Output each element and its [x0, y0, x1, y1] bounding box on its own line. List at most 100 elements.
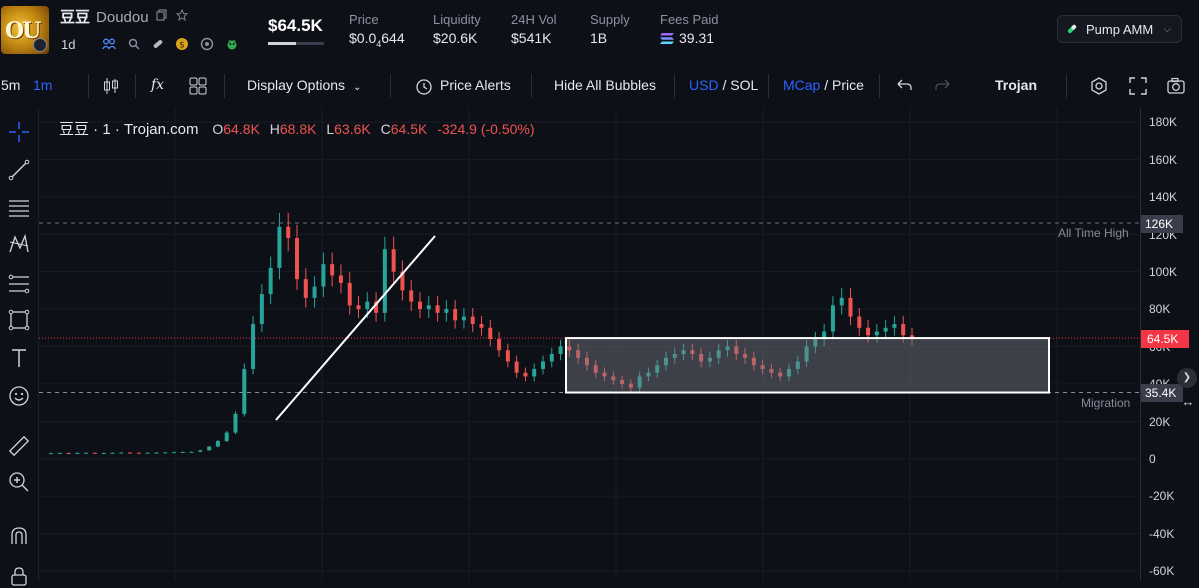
candle-body — [541, 361, 545, 369]
camera-icon[interactable] — [1166, 76, 1186, 96]
divider — [674, 74, 675, 98]
candle-body — [66, 452, 71, 454]
legend-close-label: C — [380, 121, 391, 137]
candle-body — [910, 335, 914, 339]
ruler-icon[interactable] — [7, 434, 31, 458]
coin-icon[interactable]: $ — [175, 37, 189, 51]
chevron-down-icon: ⌵ — [1163, 24, 1171, 35]
candle-body — [514, 361, 519, 373]
candle-body — [637, 376, 642, 388]
candle-body — [901, 324, 906, 336]
search-icon[interactable] — [128, 38, 140, 50]
candle-body — [303, 279, 308, 298]
avatar-badge-icon — [33, 38, 47, 52]
stat-label: 24H Vol — [511, 12, 557, 27]
emoji-icon[interactable] — [7, 384, 31, 408]
candle-body — [444, 309, 449, 313]
horizontal-lines-icon[interactable] — [7, 196, 31, 220]
candle-body — [92, 452, 97, 454]
candle-body — [338, 275, 343, 283]
axis-tick: 80K — [1149, 302, 1171, 316]
alarm-clock-icon[interactable] — [414, 76, 434, 96]
crosshair-icon[interactable] — [7, 120, 31, 144]
candle-body — [259, 294, 264, 325]
pill-icon[interactable] — [152, 38, 164, 50]
rectangle-tool-icon[interactable] — [7, 308, 31, 332]
pattern-icon[interactable] — [7, 232, 31, 256]
candle-body — [743, 353, 748, 358]
axis-resize-icon[interactable]: ↔ — [1181, 394, 1195, 409]
scroll-right-icon[interactable]: ❯ — [1177, 368, 1197, 388]
candle-body — [110, 452, 115, 454]
trojan-button[interactable]: Trojan — [995, 77, 1038, 93]
axis-tick: -20K — [1149, 489, 1175, 503]
candle-body — [488, 327, 493, 340]
candle-body — [224, 432, 229, 441]
bug-icon[interactable] — [225, 37, 239, 51]
candle-body — [655, 365, 660, 373]
magnet-icon[interactable] — [7, 524, 31, 548]
settings-icon[interactable] — [1089, 76, 1109, 96]
fullscreen-icon[interactable] — [1128, 76, 1148, 96]
undo-icon[interactable] — [894, 76, 914, 96]
candle-body — [822, 331, 827, 340]
indicators-button[interactable]: fx — [151, 77, 165, 93]
divider — [88, 74, 89, 98]
candle-body — [716, 350, 721, 358]
chart-toolbar: 5m 1m fx Display Options ⌄ Price Alerts … — [0, 64, 1199, 109]
layout-grid-icon[interactable] — [188, 76, 208, 96]
price-chart[interactable] — [39, 108, 1140, 581]
mcap-price-toggle[interactable]: MCap / Price — [783, 77, 864, 93]
token-avatar[interactable]: OU — [1, 6, 49, 54]
divider — [879, 74, 880, 98]
legend-high: 68.8K — [279, 121, 317, 137]
legend-low-label: L — [326, 121, 335, 137]
interval-5m[interactable]: 5m — [1, 77, 21, 93]
pump-icon — [1067, 24, 1077, 34]
candle-body — [330, 264, 335, 276]
interval-1m[interactable]: 1m — [33, 77, 53, 93]
price-alerts-button[interactable]: Price Alerts — [440, 77, 511, 93]
candle-body — [207, 446, 212, 451]
candle-body — [84, 452, 89, 454]
legend-high-label: H — [269, 121, 280, 137]
candle-body — [628, 383, 633, 388]
hide-bubbles-button[interactable]: Hide All Bubbles — [554, 77, 656, 93]
axis-tick: 100K — [1149, 265, 1178, 279]
stat-value: 39.31 — [660, 30, 719, 46]
price-zero-count: 4 — [376, 38, 382, 49]
candle-body — [523, 372, 528, 377]
candle-body — [672, 353, 677, 358]
candle-body — [813, 339, 818, 347]
current-price-tag: 64.5K — [1141, 330, 1189, 348]
candle-body — [593, 365, 598, 373]
currency-toggle[interactable]: USD / SOL — [689, 77, 758, 93]
candle-body — [532, 368, 537, 377]
zoom-in-icon[interactable] — [7, 470, 31, 494]
stat-volume: 24H Vol $541K — [511, 12, 557, 46]
candle-body — [418, 301, 422, 310]
display-options-button[interactable]: Display Options ⌄ — [247, 77, 361, 93]
redo-icon[interactable] — [933, 76, 953, 96]
amm-selector[interactable]: Pump AMM ⌵ — [1057, 15, 1182, 43]
lock-icon[interactable] — [7, 564, 31, 588]
divider — [531, 74, 532, 98]
token-name-en: Doudou — [96, 9, 149, 26]
copy-icon[interactable] — [156, 9, 168, 21]
fib-tool-icon[interactable] — [7, 272, 31, 296]
candle-body — [883, 327, 888, 332]
holders-icon[interactable] — [102, 38, 116, 50]
candle-body — [549, 353, 554, 362]
candle-style-icon[interactable] — [101, 76, 121, 96]
candle-body — [409, 290, 414, 302]
candle-body — [189, 451, 194, 453]
trend-line-icon[interactable] — [7, 158, 31, 182]
text-tool-icon[interactable] — [7, 346, 31, 370]
candle-body — [681, 350, 686, 354]
candle-body — [49, 453, 53, 455]
axis-tick: 180K — [1149, 115, 1178, 129]
candle-body — [163, 452, 168, 454]
star-icon[interactable] — [176, 9, 188, 21]
explorer-icon[interactable] — [200, 37, 214, 51]
candle-body — [136, 452, 141, 454]
